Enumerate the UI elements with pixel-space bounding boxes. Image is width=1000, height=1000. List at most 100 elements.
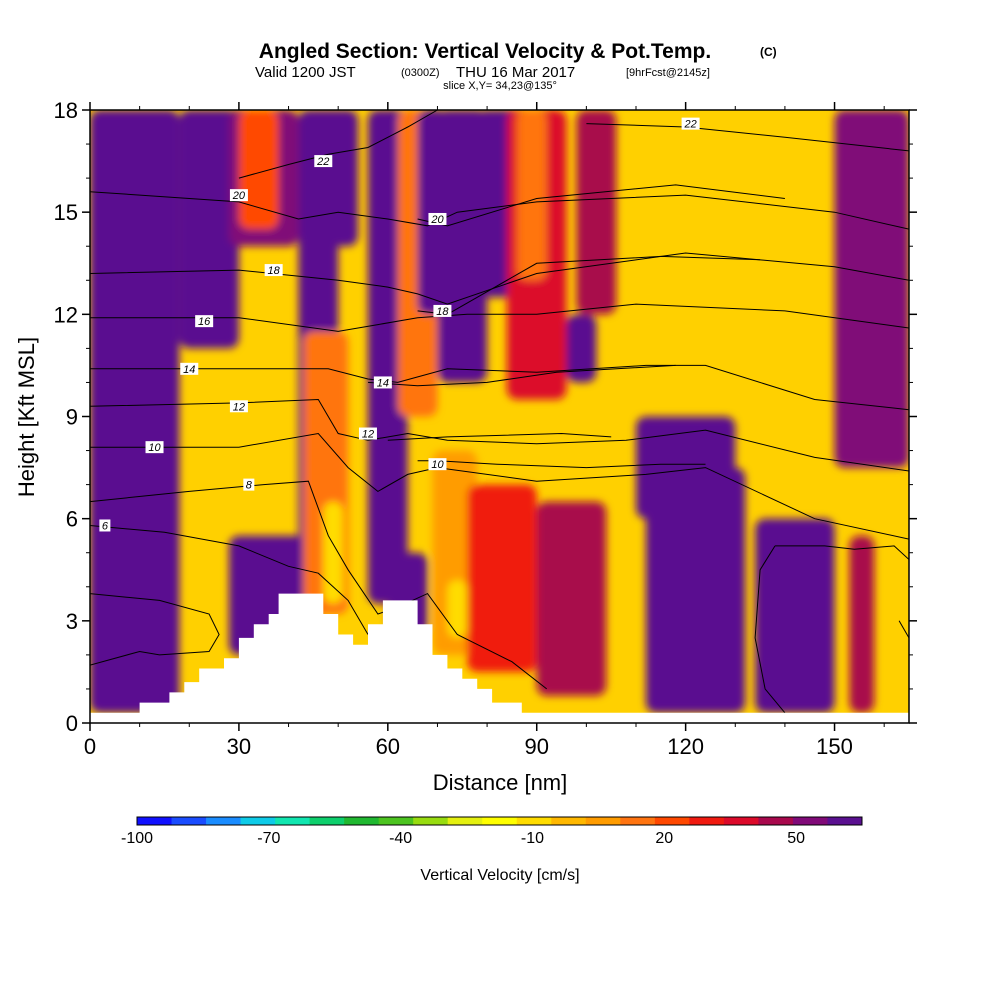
velocity-cell xyxy=(323,501,344,604)
x-tick-label: 150 xyxy=(816,734,853,759)
isotherm-line xyxy=(90,364,909,411)
isotherm-label: 22 xyxy=(683,119,696,131)
velocity-cell xyxy=(179,110,239,349)
isotherm-label-bg xyxy=(145,441,164,454)
velocity-contour-line xyxy=(898,620,909,639)
velocity-cell xyxy=(755,518,835,713)
colorbar-swatch xyxy=(689,817,725,825)
colorbar-swatch xyxy=(758,817,794,825)
colorbar-swatch xyxy=(620,817,656,825)
velocity-cell xyxy=(690,569,711,621)
chart-subtitle-fcst: [9hrFcst@2145z] xyxy=(626,67,710,79)
plot-area: 6 8 10 10 12 12 14 14 16 18 18 20 20 22 22 xyxy=(90,110,909,723)
colorbar-tick-label: 20 xyxy=(655,830,673,847)
colorbar-tick-label: -10 xyxy=(521,830,544,847)
y-tick-label: 18 xyxy=(54,98,78,123)
colorbar-swatch xyxy=(206,817,242,825)
isotherm-line xyxy=(90,398,909,472)
terrain xyxy=(90,593,909,723)
chart-title-units: (C) xyxy=(760,45,777,59)
colorbar-swatch xyxy=(309,817,345,825)
colorbar-swatch xyxy=(171,817,207,825)
isotherm-label: 18 xyxy=(268,265,281,277)
isotherm-label: 16 xyxy=(198,316,211,328)
isotherm-label: 10 xyxy=(148,442,161,454)
colorbar-label: Vertical Velocity [cm/s] xyxy=(420,867,579,884)
isotherm-label-bg xyxy=(264,264,283,277)
y-tick-label: 6 xyxy=(66,507,78,532)
colorbar-swatch xyxy=(378,817,414,825)
isotherm-label-bg xyxy=(99,519,111,532)
velocity-cell xyxy=(576,110,617,315)
isotherm-labels: 6 8 10 10 12 12 14 14 16 18 18 20 20 22 22 xyxy=(99,117,700,532)
isotherm-label: 8 xyxy=(246,480,253,492)
x-tick-label: 0 xyxy=(84,734,96,759)
colorbar-swatch xyxy=(482,817,518,825)
velocity-cell xyxy=(566,314,597,383)
colorbar-tick-label: -40 xyxy=(389,830,412,847)
isotherm-label-bg xyxy=(180,362,199,375)
colorbar-swatch xyxy=(792,817,828,825)
velocity-contour-line xyxy=(775,545,909,560)
isotherm-line xyxy=(586,123,909,152)
chart-subtitle-zulu: (0300Z) xyxy=(401,67,440,79)
isotherm-label: 14 xyxy=(183,364,195,376)
x-tick-label: 120 xyxy=(667,734,704,759)
isotherm-line xyxy=(387,432,612,441)
isotherm-label: 6 xyxy=(102,520,109,532)
x-tick-label: 90 xyxy=(524,734,548,759)
isotherm-label-bg xyxy=(314,155,333,168)
velocity-contour-line xyxy=(90,593,220,666)
velocity-cell xyxy=(99,552,160,662)
isotherm-label: 10 xyxy=(431,459,444,471)
isotherm-line xyxy=(90,432,909,540)
x-axis: 0 30 60 90 120 150 xyxy=(84,102,885,759)
colorbar-swatch xyxy=(654,817,690,825)
velocity-cell xyxy=(318,110,359,247)
isotherm-label-bg xyxy=(243,478,255,491)
velocity-contour-line xyxy=(754,545,786,714)
isotherm-label-bg xyxy=(195,315,214,328)
colorbar-swatch xyxy=(516,817,552,825)
colorbar-tick-label: -100 xyxy=(121,830,153,847)
y-tick-label: 0 xyxy=(66,711,78,736)
isotherm-label-bg xyxy=(229,400,248,413)
colorbar-swatch xyxy=(447,817,483,825)
velocity-cell xyxy=(834,110,909,468)
isotherm-label-bg xyxy=(433,304,452,317)
colorbar-swatch xyxy=(137,817,173,825)
colorbar-swatch xyxy=(413,817,449,825)
colorbar-tick-label: 50 xyxy=(787,830,805,847)
colorbar-swatch xyxy=(723,817,759,825)
chart-title: Angled Section: Vertical Velocity & Pot.… xyxy=(259,40,711,63)
velocity-cell xyxy=(849,535,875,713)
x-axis-label: Distance [nm] xyxy=(433,770,568,795)
velocity-cell xyxy=(467,484,537,672)
colorbar-swatch xyxy=(344,817,380,825)
isotherm-label-bg xyxy=(373,376,392,389)
isotherm-label-bg xyxy=(358,427,377,440)
y-axis-label: Height [Kft MSL] xyxy=(14,337,39,497)
colorbar-swatch xyxy=(827,817,863,825)
y-tick-label: 3 xyxy=(66,609,78,634)
isotherm-label: 20 xyxy=(430,214,444,226)
colorbar-swatch xyxy=(585,817,621,825)
isotherm-line xyxy=(367,364,676,387)
x-tick-label: 30 xyxy=(227,734,251,759)
y-axis: 0 3 6 9 12 15 18 xyxy=(54,98,917,736)
velocity-cell xyxy=(536,501,607,696)
colorbar-swatch xyxy=(551,817,587,825)
x-tick-label: 60 xyxy=(376,734,400,759)
chart-slice-label: slice X,Y= 34,23@135° xyxy=(443,80,557,92)
colorbar-swatch xyxy=(275,817,311,825)
isotherm-label: 12 xyxy=(233,401,245,413)
velocity-cell xyxy=(516,110,547,281)
colorbar-swatch xyxy=(240,817,276,825)
isotherm-label-bg xyxy=(428,458,447,471)
velocity-cell xyxy=(238,110,279,230)
y-tick-label: 15 xyxy=(54,200,78,225)
isotherm-label: 12 xyxy=(362,429,374,441)
isotherm-label: 18 xyxy=(436,306,449,318)
velocity-cell xyxy=(447,579,468,638)
